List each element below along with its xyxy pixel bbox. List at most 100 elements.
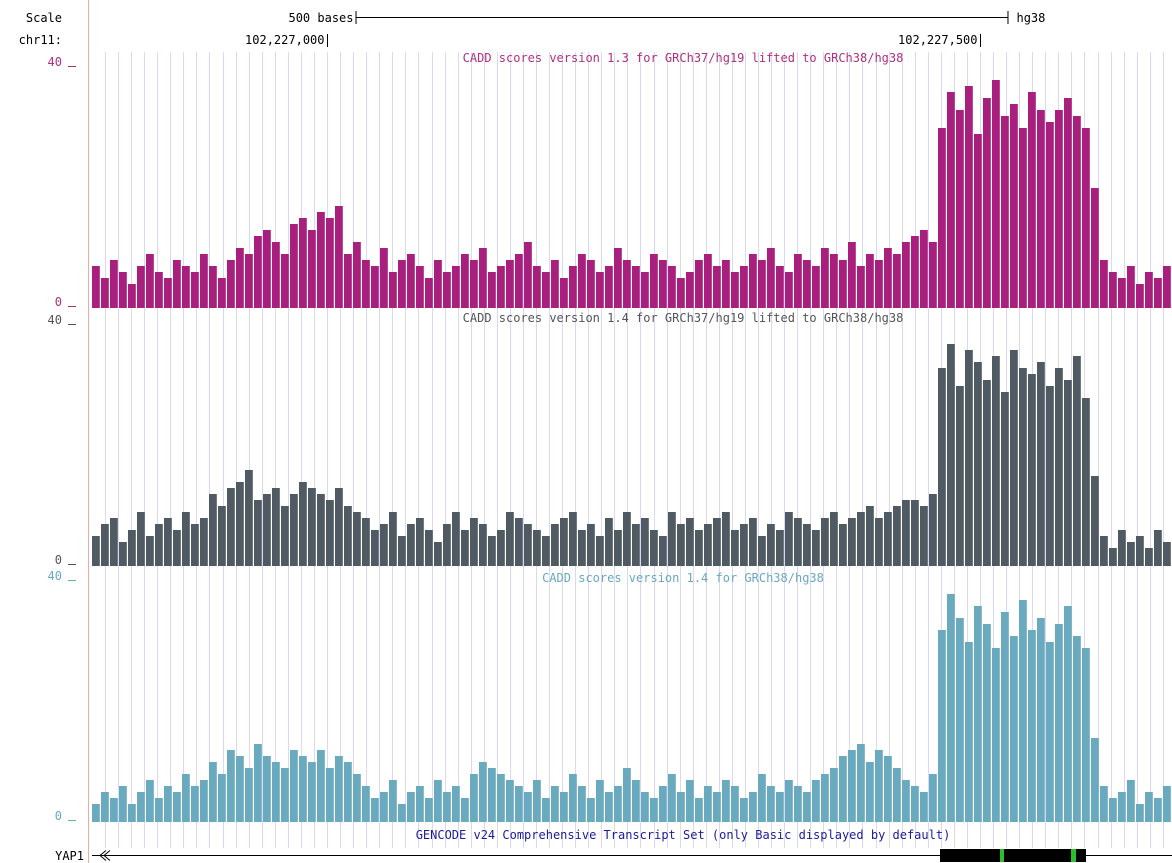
score-bar: [344, 254, 352, 308]
score-bar: [1028, 630, 1036, 822]
gene-label[interactable]: YAP1: [55, 849, 84, 863]
score-bar: [110, 518, 118, 566]
score-bar: [857, 512, 865, 566]
score-bar: [380, 792, 388, 822]
score-bar: [398, 260, 406, 308]
y-tick-label: 0: [55, 295, 62, 309]
score-bar: [254, 744, 262, 822]
score-bar: [326, 768, 334, 822]
score-bar: [938, 128, 946, 308]
score-bar: [371, 798, 379, 822]
score-bar: [767, 524, 775, 566]
score-bar: [515, 786, 523, 822]
score-bar: [866, 762, 874, 822]
score-bar: [1055, 368, 1063, 566]
score-bar: [335, 756, 343, 822]
score-bar: [425, 530, 433, 566]
score-bar: [416, 266, 424, 308]
score-bar: [551, 524, 559, 566]
score-bar: [875, 750, 883, 822]
score-bar: [974, 134, 982, 308]
score-bar: [191, 786, 199, 822]
score-bar: [551, 786, 559, 822]
score-bar: [1073, 116, 1081, 308]
score-bar: [209, 266, 217, 308]
score-bar: [659, 536, 667, 566]
score-bar: [146, 536, 154, 566]
score-bar: [848, 750, 856, 822]
score-bar: [1001, 612, 1009, 822]
score-bar: [479, 762, 487, 822]
strand-arrow: [99, 850, 111, 861]
score-bar: [794, 518, 802, 566]
score-bar: [164, 786, 172, 822]
score-bar: [713, 792, 721, 822]
score-bar: [515, 518, 523, 566]
score-bar: [497, 266, 505, 308]
score-bar: [1109, 798, 1117, 822]
score-bar: [695, 798, 703, 822]
score-bar: [1145, 548, 1153, 566]
wiggle-track: 0 40 CADD scores version 1.4 for GRCh38/hg…: [48, 569, 1171, 823]
y-tick-label: 40: [48, 55, 62, 69]
score-bar: [461, 254, 469, 308]
assembly-label: hg38: [1016, 11, 1045, 25]
score-bar: [92, 804, 100, 822]
score-bar: [956, 386, 964, 566]
score-bar: [128, 530, 136, 566]
score-bar: [722, 512, 730, 566]
score-bar: [488, 768, 496, 822]
score-bar: [902, 780, 910, 822]
score-bar: [173, 260, 181, 308]
score-bar: [677, 278, 685, 308]
score-bar: [587, 260, 595, 308]
score-bar: [596, 780, 604, 822]
score-bar: [1028, 374, 1036, 566]
score-bar: [191, 524, 199, 566]
score-bar: [335, 488, 343, 566]
score-bar: [749, 518, 757, 566]
score-bar: [542, 536, 550, 566]
score-bar: [1082, 648, 1090, 822]
score-bar: [983, 624, 991, 822]
score-bar: [146, 780, 154, 822]
score-bar: [596, 272, 604, 308]
score-bar: [929, 774, 937, 822]
score-bar: [830, 512, 838, 566]
score-bar: [1163, 786, 1171, 822]
score-bar: [938, 630, 946, 822]
score-bar: [965, 350, 973, 566]
score-bar: [596, 536, 604, 566]
score-bar: [821, 774, 829, 822]
score-bar: [290, 224, 298, 308]
score-bar: [776, 266, 784, 308]
score-bar: [218, 278, 226, 308]
score-bar: [263, 494, 271, 566]
score-bar: [182, 774, 190, 822]
score-bar: [1136, 284, 1144, 308]
score-bar: [740, 524, 748, 566]
score-bar: [785, 272, 793, 308]
score-bar: [209, 494, 217, 566]
score-bar: [731, 272, 739, 308]
score-bar: [1082, 398, 1090, 566]
score-bar: [893, 254, 901, 308]
score-bar: [227, 488, 235, 566]
score-bar: [911, 786, 919, 822]
exon[interactable]: [940, 849, 1086, 862]
score-bar: [641, 792, 649, 822]
score-bar: [290, 750, 298, 822]
score-bar: [821, 248, 829, 308]
score-bar: [272, 762, 280, 822]
score-bar: [578, 254, 586, 308]
score-bar: [452, 266, 460, 308]
score-bar: [830, 768, 838, 822]
score-bar: [110, 260, 118, 308]
score-bar: [731, 786, 739, 822]
score-bar: [254, 236, 262, 308]
score-bar: [650, 798, 658, 822]
score-bar: [272, 242, 280, 308]
score-bar: [794, 254, 802, 308]
score-bar: [668, 774, 676, 822]
